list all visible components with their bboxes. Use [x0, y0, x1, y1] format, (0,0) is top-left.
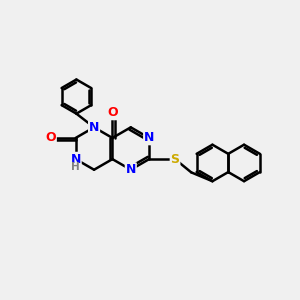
Text: N: N — [126, 163, 136, 176]
Text: N: N — [144, 131, 154, 144]
Text: S: S — [170, 153, 179, 166]
Text: O: O — [107, 106, 118, 119]
Text: H: H — [71, 162, 80, 172]
Text: O: O — [45, 131, 56, 144]
Text: N: N — [70, 153, 81, 166]
Text: N: N — [89, 121, 99, 134]
